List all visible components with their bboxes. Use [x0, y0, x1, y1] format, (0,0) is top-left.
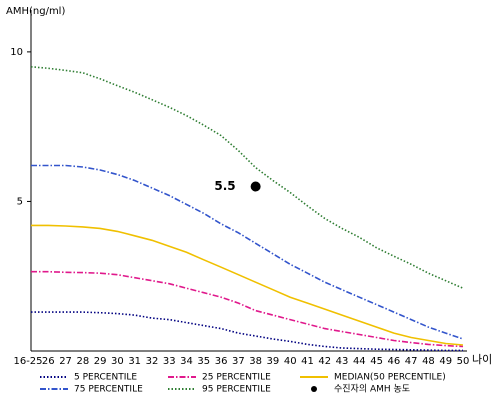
x-tick-label: 36	[215, 356, 228, 367]
series-line	[31, 270, 464, 348]
x-tick-label: 47	[405, 356, 418, 367]
x-tick-label: 28	[76, 356, 89, 367]
x-tick-label: 37	[232, 356, 245, 367]
legend-swatch	[311, 386, 317, 392]
y-tick-label: 10	[10, 47, 23, 58]
x-tick-label: 33	[163, 356, 176, 367]
series-line	[30, 66, 464, 289]
x-tick-label: 30	[111, 356, 124, 367]
series-line	[31, 311, 463, 352]
x-tick-label: 16-25	[13, 356, 42, 367]
legend-label: 95 PERCENTILE	[202, 385, 271, 395]
x-tick-label: 50	[457, 356, 470, 367]
x-tick-label: 29	[94, 356, 107, 367]
x-tick-label: 32	[146, 356, 159, 367]
x-tick-label: 44	[353, 356, 366, 367]
x-tick-label: 31	[128, 356, 141, 367]
series-line	[31, 224, 464, 346]
data-label: 5.5	[214, 179, 235, 193]
x-tick-label: 39	[267, 356, 280, 367]
series-line	[31, 164, 464, 340]
x-tick-label: 45	[370, 356, 383, 367]
y-tick-label: 5	[17, 196, 23, 207]
x-tick-label: 46	[388, 356, 401, 367]
data-point	[250, 181, 261, 192]
x-tick-label: 35	[197, 356, 210, 367]
legend-label: 5 PERCENTILE	[74, 373, 137, 383]
legend-label: 수진자의 AMH 농도	[334, 384, 410, 395]
x-tick-label: 34	[180, 356, 193, 367]
legend-label: MEDIAN(50 PERCENTILE)	[334, 373, 446, 383]
x-axis-label: 나이	[472, 353, 492, 366]
y-axis-label: AMH(ng/ml)	[6, 6, 65, 17]
x-tick-label: 49	[439, 356, 452, 367]
x-tick-label: 41	[301, 356, 314, 367]
x-tick-label: 40	[284, 356, 297, 367]
x-tick-label: 38	[249, 356, 262, 367]
x-tick-label: 26	[42, 356, 55, 367]
x-tick-label: 42	[318, 356, 331, 367]
x-tick-label: 27	[59, 356, 72, 367]
legend-label: 25 PERCENTILE	[202, 373, 271, 383]
x-tick-label: 48	[422, 356, 435, 367]
x-tick-label: 43	[336, 356, 349, 367]
legend-label: 75 PERCENTILE	[74, 385, 143, 395]
